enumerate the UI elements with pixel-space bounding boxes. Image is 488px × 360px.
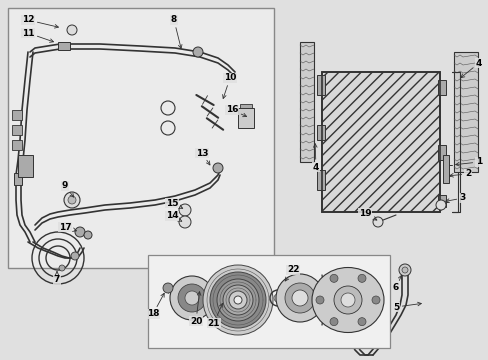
Bar [321, 72, 439, 212]
Circle shape [59, 265, 65, 271]
Circle shape [329, 318, 337, 326]
Text: 17: 17 [59, 222, 76, 231]
Bar [437, 145, 445, 160]
Circle shape [213, 163, 223, 173]
Bar [18, 158, 30, 176]
Text: 19: 19 [358, 208, 376, 220]
Bar [437, 80, 445, 95]
Circle shape [401, 267, 407, 273]
Circle shape [275, 274, 324, 322]
Circle shape [179, 216, 191, 228]
Bar [316, 170, 325, 190]
Circle shape [435, 200, 445, 210]
Text: 15: 15 [165, 198, 183, 208]
Circle shape [357, 274, 365, 282]
Circle shape [273, 294, 282, 302]
Text: 13: 13 [195, 148, 209, 165]
Text: 10: 10 [222, 73, 236, 99]
Text: 16: 16 [225, 105, 246, 117]
Bar [12, 140, 22, 150]
Circle shape [333, 286, 361, 314]
Circle shape [329, 274, 337, 282]
Text: 8: 8 [170, 15, 182, 48]
Bar [442, 155, 448, 183]
Circle shape [163, 283, 173, 293]
Circle shape [228, 291, 246, 309]
Bar [14, 173, 22, 185]
Bar [18, 155, 33, 177]
Circle shape [170, 276, 214, 320]
Text: 11: 11 [21, 28, 53, 42]
Bar [58, 42, 70, 50]
Text: 7: 7 [54, 272, 60, 284]
Circle shape [184, 291, 199, 305]
Circle shape [84, 231, 92, 239]
Circle shape [67, 25, 77, 35]
Circle shape [398, 264, 410, 276]
Circle shape [291, 290, 307, 306]
Circle shape [203, 265, 272, 335]
Circle shape [178, 284, 205, 312]
Circle shape [357, 318, 365, 326]
Text: 6: 6 [392, 275, 401, 292]
Text: 12: 12 [21, 15, 58, 28]
Bar [316, 125, 325, 140]
Bar [299, 42, 313, 162]
Bar [238, 108, 253, 128]
Bar [316, 75, 325, 95]
Ellipse shape [311, 267, 383, 333]
Circle shape [371, 296, 379, 304]
Bar [12, 110, 22, 120]
Bar [12, 125, 22, 135]
Circle shape [315, 296, 324, 304]
Text: 22: 22 [285, 266, 299, 281]
Text: 9: 9 [61, 181, 74, 197]
Circle shape [340, 293, 354, 307]
Text: 18: 18 [146, 293, 164, 319]
Text: 21: 21 [207, 303, 222, 328]
Circle shape [217, 279, 259, 321]
Text: 4: 4 [460, 58, 481, 78]
Text: 14: 14 [165, 211, 182, 221]
Bar [321, 72, 439, 212]
Text: 5: 5 [392, 302, 421, 311]
Circle shape [179, 204, 191, 216]
Circle shape [223, 285, 252, 315]
Circle shape [64, 192, 80, 208]
Circle shape [68, 196, 76, 204]
Circle shape [372, 217, 382, 227]
Bar [453, 52, 477, 172]
Text: 2: 2 [449, 170, 470, 179]
Text: 4: 4 [312, 144, 319, 171]
Circle shape [209, 272, 265, 328]
Bar [240, 104, 251, 110]
Circle shape [234, 296, 242, 304]
Text: 3: 3 [445, 194, 465, 202]
Bar [8, 8, 273, 268]
Bar [148, 255, 389, 348]
Circle shape [71, 252, 79, 260]
Circle shape [75, 227, 85, 237]
Text: 1: 1 [455, 158, 481, 166]
Bar [437, 195, 445, 207]
Text: 20: 20 [189, 292, 202, 325]
Circle shape [285, 283, 314, 313]
Circle shape [193, 47, 203, 57]
